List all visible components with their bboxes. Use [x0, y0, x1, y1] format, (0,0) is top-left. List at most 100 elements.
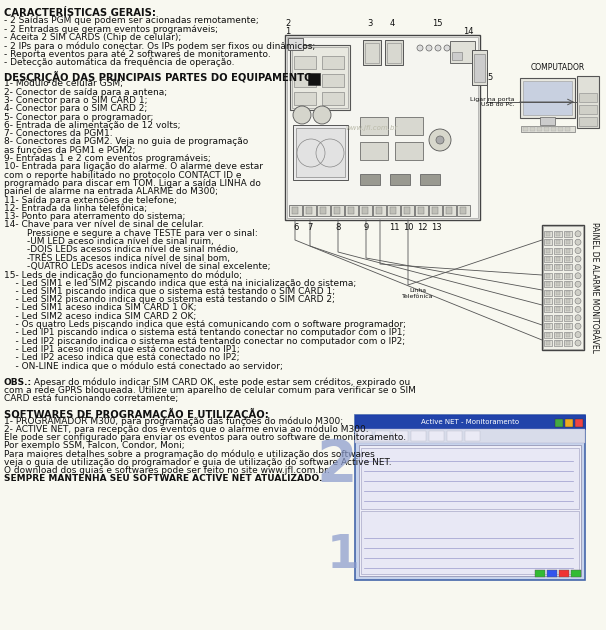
- Bar: [523, 81, 572, 115]
- Text: Active NET - Monitoramento: Active NET - Monitoramento: [421, 419, 519, 425]
- Bar: [566, 249, 570, 253]
- Text: 4: 4: [390, 18, 395, 28]
- Bar: [566, 290, 570, 295]
- Bar: [404, 207, 410, 214]
- Bar: [544, 248, 552, 254]
- Bar: [566, 299, 570, 303]
- Bar: [446, 207, 452, 214]
- Bar: [523, 127, 528, 131]
- Bar: [556, 307, 560, 311]
- Text: 5- Conector para o programador;: 5- Conector para o programador;: [4, 113, 153, 122]
- Bar: [566, 240, 570, 244]
- Circle shape: [313, 106, 331, 124]
- Text: 7: 7: [307, 224, 313, 232]
- Bar: [546, 265, 550, 270]
- Bar: [546, 257, 550, 261]
- Text: -QUATRO LEDs acesos indica nível de sinal excelente;: -QUATRO LEDs acesos indica nível de sina…: [4, 262, 270, 271]
- Bar: [544, 127, 549, 131]
- Circle shape: [575, 281, 581, 287]
- Bar: [566, 265, 570, 270]
- Text: - Led SIM2 piscando indica que o sistema está testando o SIM CARD 2;: - Led SIM2 piscando indica que o sistema…: [4, 295, 335, 304]
- Bar: [546, 341, 550, 345]
- Bar: [546, 333, 550, 336]
- Bar: [429, 431, 444, 441]
- Bar: [292, 47, 348, 108]
- Bar: [287, 37, 478, 218]
- Circle shape: [429, 129, 451, 151]
- Bar: [429, 205, 442, 216]
- Bar: [294, 56, 316, 69]
- Bar: [556, 333, 560, 336]
- Bar: [296, 128, 345, 177]
- Bar: [547, 570, 557, 577]
- Bar: [564, 256, 572, 262]
- Bar: [415, 205, 428, 216]
- Bar: [556, 290, 560, 295]
- Text: 11- Saída para extensões de telefone;: 11- Saída para extensões de telefone;: [4, 195, 177, 205]
- Bar: [564, 315, 572, 321]
- Text: programado para discar em TOM. Ligar a saída LINHA do: programado para discar em TOM. Ligar a s…: [4, 179, 261, 188]
- Circle shape: [575, 298, 581, 304]
- Bar: [566, 333, 570, 336]
- Bar: [345, 205, 358, 216]
- Text: com o reporte habilitado no protocolo CONTACT ID e: com o reporte habilitado no protocolo CO…: [4, 171, 242, 180]
- Bar: [546, 307, 550, 311]
- Text: 9: 9: [364, 224, 368, 232]
- Bar: [537, 127, 542, 131]
- Bar: [543, 226, 583, 349]
- Bar: [362, 207, 368, 214]
- Bar: [556, 274, 560, 278]
- Circle shape: [575, 323, 581, 329]
- Bar: [564, 340, 572, 346]
- Text: 2: 2: [285, 18, 291, 28]
- Bar: [546, 299, 550, 303]
- Bar: [395, 142, 423, 160]
- Bar: [544, 265, 552, 270]
- Text: 10- Entrada para ligação do alarme. O alarme deve estar: 10- Entrada para ligação do alarme. O al…: [4, 163, 263, 171]
- Text: 14- Chave para ver nível de sinal de celular.: 14- Chave para ver nível de sinal de cel…: [4, 220, 204, 229]
- Text: 15- Leds de indicação do funcionamento do módulo;: 15- Leds de indicação do funcionamento d…: [4, 270, 242, 280]
- Circle shape: [436, 136, 444, 144]
- Bar: [566, 341, 570, 345]
- Text: O download dos guias e softwares pode ser feito no site www.jfl.com.br.: O download dos guias e softwares pode se…: [4, 466, 330, 475]
- Text: com a rede GPRS bloqueada. Utilize um aparelho de celular comum para verificar s: com a rede GPRS bloqueada. Utilize um ap…: [4, 386, 416, 395]
- Bar: [556, 299, 560, 303]
- Bar: [564, 273, 572, 279]
- Circle shape: [575, 265, 581, 270]
- Text: CARACTERÍSTICAS GERAIS:: CARACTERÍSTICAS GERAIS:: [4, 8, 156, 18]
- Text: veja o guia de utilização do programador e guia de utilização do software Active: veja o guia de utilização do programador…: [4, 457, 391, 467]
- Text: - 2 Entradas que geram eventos programáveis;: - 2 Entradas que geram eventos programáv…: [4, 25, 218, 33]
- Bar: [554, 315, 562, 321]
- Bar: [566, 232, 570, 236]
- Bar: [564, 248, 572, 254]
- Bar: [530, 127, 535, 131]
- Text: - Led IP2 piscando indica o sistema está tentando conectar no computador com o I: - Led IP2 piscando indica o sistema está…: [4, 336, 405, 346]
- Bar: [554, 340, 562, 346]
- Bar: [579, 105, 597, 114]
- Text: DESCRIÇÃO DAS PRINCIPAIS PARTES DO EQUIPAMENTO:: DESCRIÇÃO DAS PRINCIPAIS PARTES DO EQUIP…: [4, 71, 317, 83]
- Text: 4- Conector para o SIM CARD 2;: 4- Conector para o SIM CARD 2;: [4, 105, 147, 113]
- Circle shape: [444, 45, 450, 51]
- Bar: [546, 282, 550, 286]
- Bar: [334, 207, 340, 214]
- Bar: [308, 73, 320, 85]
- Bar: [579, 117, 597, 126]
- Text: Apesar do módulo indicar SIM CARD OK, este pode estar sem créditos, expirado ou: Apesar do módulo indicar SIM CARD OK, es…: [31, 378, 410, 387]
- Text: 3- Conector para o SIM CARD 1;: 3- Conector para o SIM CARD 1;: [4, 96, 147, 105]
- Circle shape: [435, 45, 441, 51]
- Bar: [554, 281, 562, 287]
- Text: 1: 1: [285, 26, 291, 35]
- Bar: [355, 429, 585, 443]
- Bar: [361, 448, 579, 509]
- Bar: [395, 117, 423, 135]
- Bar: [559, 570, 569, 577]
- Text: 6: 6: [293, 224, 299, 232]
- Bar: [544, 290, 552, 295]
- Circle shape: [575, 256, 581, 262]
- Text: Linha
Telefônica: Linha Telefônica: [402, 288, 434, 299]
- Bar: [544, 256, 552, 262]
- Bar: [285, 35, 480, 220]
- Bar: [551, 127, 556, 131]
- Bar: [411, 431, 426, 441]
- Bar: [293, 125, 348, 180]
